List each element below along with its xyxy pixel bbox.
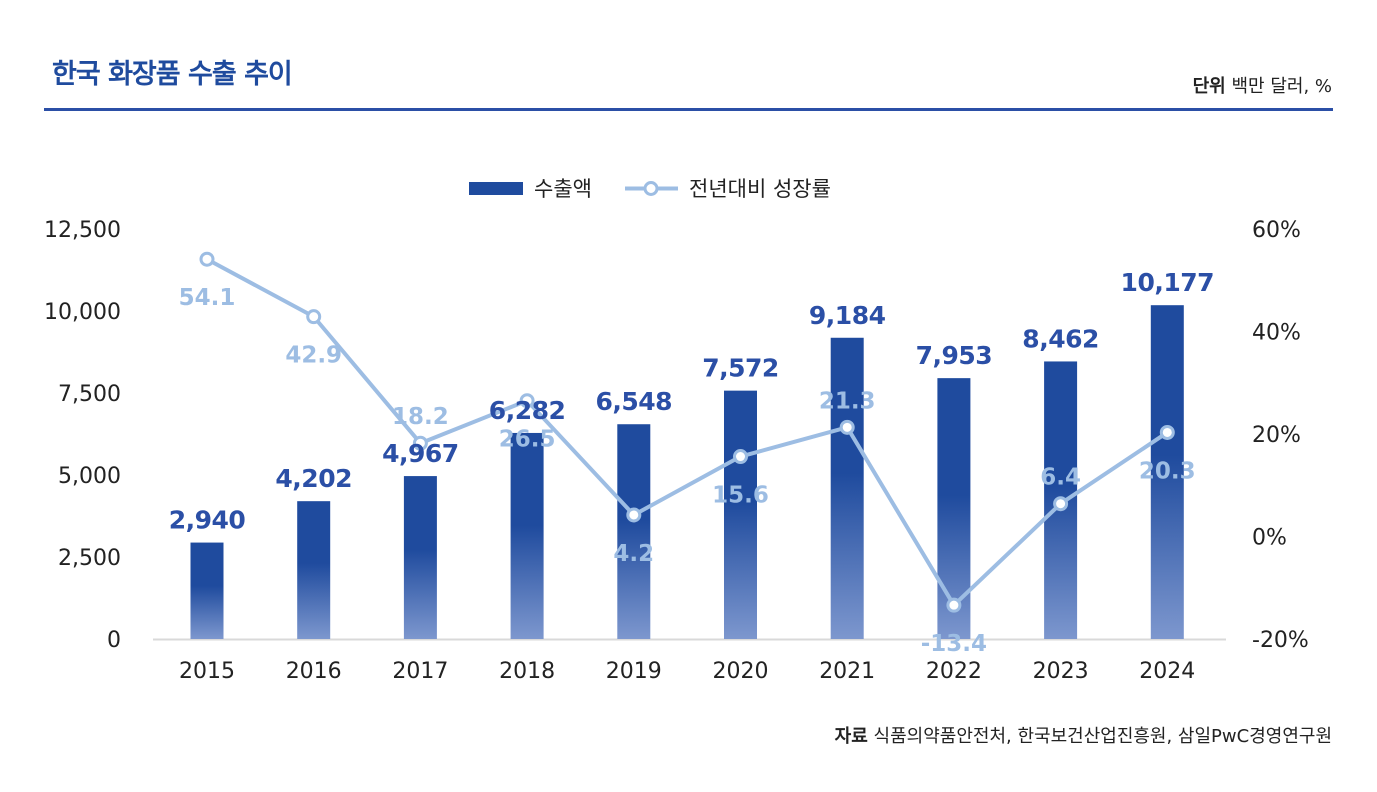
x-tick-label: 2020 bbox=[713, 659, 769, 684]
y-left-tick-label: 10,000 bbox=[44, 300, 121, 325]
growth-value-label: 4.2 bbox=[613, 541, 654, 567]
growth-point bbox=[839, 419, 855, 435]
legend-bar-swatch bbox=[469, 182, 523, 195]
growth-value-label: 42.9 bbox=[285, 343, 342, 369]
growth-value-label: 18.2 bbox=[392, 404, 449, 430]
bar bbox=[297, 501, 331, 639]
bar-value-label: 6,548 bbox=[596, 387, 673, 416]
growth-point bbox=[199, 251, 215, 267]
bar bbox=[1150, 305, 1184, 639]
unit-label: 단위 bbox=[1192, 76, 1226, 97]
bar-value-label: 4,202 bbox=[275, 464, 352, 493]
bar-value-label: 2,940 bbox=[169, 506, 246, 535]
y-left-tick-label: 5,000 bbox=[58, 464, 121, 489]
growth-value-label: 54.1 bbox=[179, 285, 236, 311]
growth-point bbox=[946, 597, 962, 613]
legend-bar-label: 수출액 bbox=[534, 177, 592, 201]
growth-line bbox=[206, 257, 1169, 608]
bar-value-label: 6,282 bbox=[489, 396, 566, 425]
source-value: 식품의약품안전처, 한국보건산업진흥원, 삼일PwC경영연구원 bbox=[873, 726, 1332, 747]
growth-point bbox=[1053, 496, 1069, 512]
growth-point bbox=[1159, 424, 1175, 440]
bar bbox=[510, 432, 544, 639]
bar-value-label: 10,177 bbox=[1121, 268, 1214, 297]
bar-value-label: 4,967 bbox=[382, 439, 459, 468]
bar bbox=[830, 337, 864, 639]
title-divider bbox=[44, 108, 1333, 111]
growth-value-label: 20.3 bbox=[1139, 458, 1196, 484]
growth-value-label: 26.5 bbox=[499, 427, 556, 453]
y-right-tick-label: 20% bbox=[1252, 423, 1301, 448]
growth-value-label: 21.3 bbox=[819, 388, 876, 414]
growth-point bbox=[306, 309, 322, 325]
bar-value-label: 7,953 bbox=[916, 341, 993, 370]
unit-value: 백만 달러, % bbox=[1231, 76, 1332, 97]
growth-point bbox=[626, 507, 642, 523]
source-note: 자료 식품의약품안전처, 한국보건산업진흥원, 삼일PwC경영연구원 bbox=[835, 722, 1332, 748]
y-left-tick-label: 7,500 bbox=[58, 382, 121, 407]
y-right-tick-label: -20% bbox=[1252, 628, 1309, 653]
x-tick-label: 2021 bbox=[819, 659, 875, 684]
legend-line-label: 전년대비 성장률 bbox=[689, 177, 831, 201]
bar-value-label: 7,572 bbox=[702, 354, 779, 383]
x-tick-label: 2022 bbox=[926, 659, 982, 684]
growth-value-label: 6.4 bbox=[1040, 465, 1081, 491]
x-tick-label: 2023 bbox=[1033, 659, 1089, 684]
bar bbox=[724, 390, 757, 639]
y-right-tick-label: 0% bbox=[1252, 526, 1287, 551]
x-tick-label: 2019 bbox=[606, 659, 662, 684]
x-tick-label: 2016 bbox=[286, 659, 342, 684]
growth-point bbox=[733, 449, 748, 465]
bar-value-label: 8,462 bbox=[1022, 324, 1099, 353]
y-right-tick-label: 40% bbox=[1252, 321, 1301, 346]
bar bbox=[190, 542, 224, 639]
y-left-tick-label: 2,500 bbox=[58, 546, 121, 571]
x-tick-label: 2015 bbox=[179, 659, 235, 684]
growth-point bbox=[412, 435, 428, 451]
y-right-tick-label: 60% bbox=[1252, 218, 1301, 243]
y-left-tick-label: 12,500 bbox=[44, 218, 121, 243]
x-tick-label: 2017 bbox=[392, 659, 448, 684]
y-left-tick-label: 0 bbox=[107, 628, 121, 653]
legend-line-marker bbox=[643, 181, 659, 196]
x-tick-label: 2018 bbox=[499, 659, 555, 684]
bar bbox=[403, 476, 437, 639]
unit-note: 단위 백만 달러, % bbox=[1193, 72, 1332, 98]
bar-value-label: 9,184 bbox=[809, 301, 886, 330]
growth-value-label: 15.6 bbox=[712, 483, 769, 509]
growth-value-label: -13.4 bbox=[921, 631, 987, 657]
source-label: 자료 bbox=[834, 726, 868, 747]
x-tick-label: 2024 bbox=[1139, 659, 1195, 684]
chart-title: 한국 화장품 수출 추이 bbox=[52, 59, 293, 90]
bar bbox=[617, 424, 651, 639]
growth-point bbox=[519, 393, 535, 409]
